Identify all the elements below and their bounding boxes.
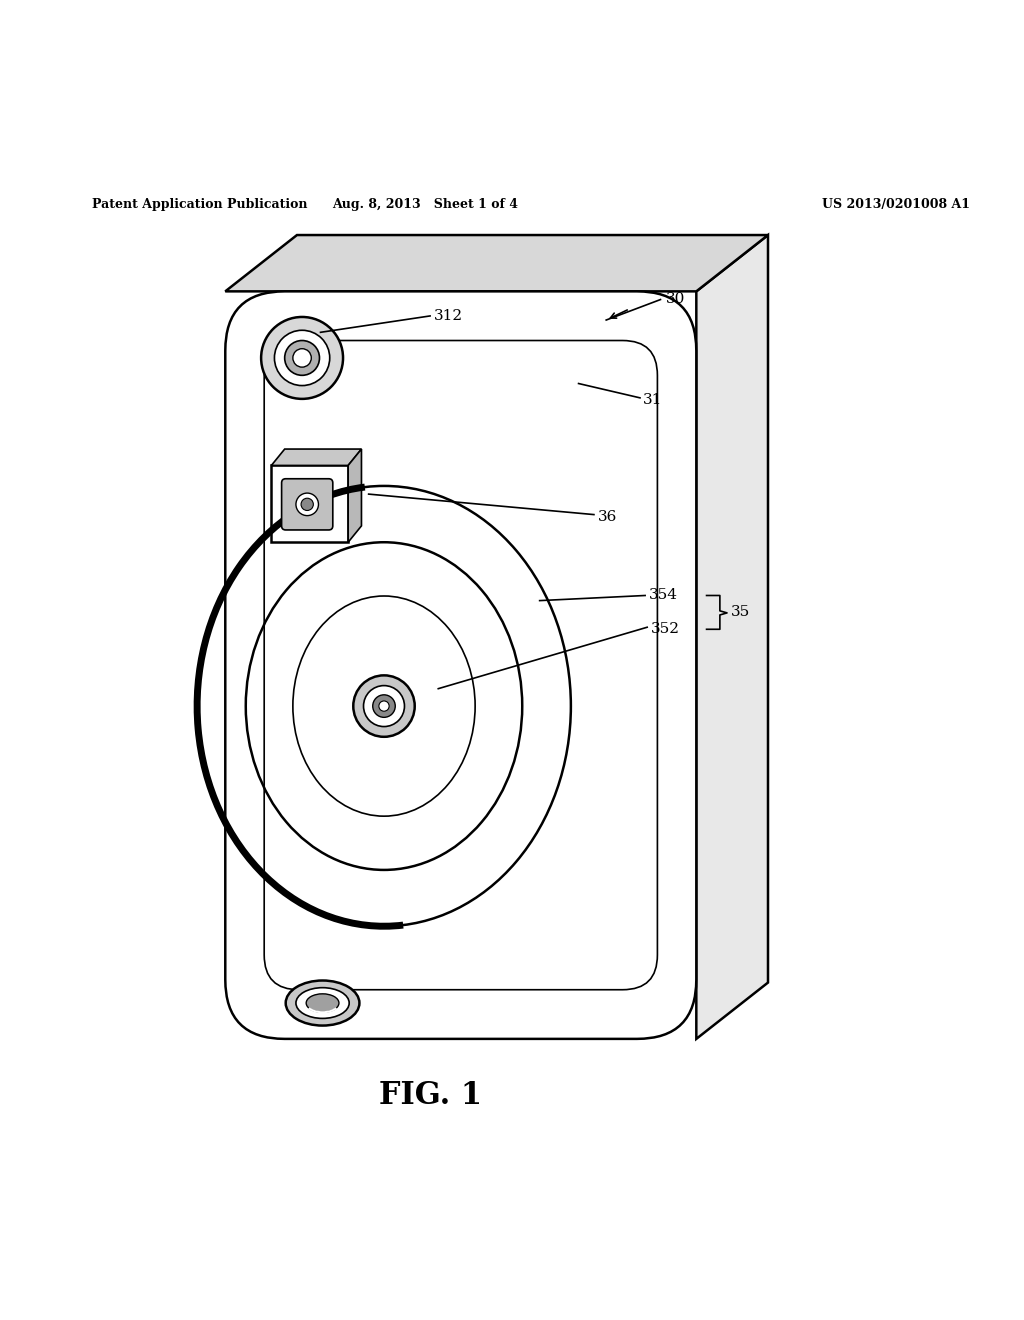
Text: 35: 35 <box>731 605 751 619</box>
Ellipse shape <box>296 987 349 1019</box>
FancyBboxPatch shape <box>225 292 696 1039</box>
Circle shape <box>261 317 343 399</box>
Polygon shape <box>348 449 361 543</box>
Bar <box>271 466 348 543</box>
Text: 31: 31 <box>643 393 663 407</box>
FancyBboxPatch shape <box>264 341 657 990</box>
Circle shape <box>373 694 395 717</box>
Circle shape <box>293 348 311 367</box>
Circle shape <box>274 330 330 385</box>
Text: 30: 30 <box>666 292 685 305</box>
Polygon shape <box>696 235 768 1039</box>
Text: Patent Application Publication: Patent Application Publication <box>92 198 307 211</box>
Ellipse shape <box>306 994 339 1012</box>
Polygon shape <box>225 235 768 292</box>
Circle shape <box>296 494 318 516</box>
Circle shape <box>301 498 313 511</box>
Circle shape <box>285 341 319 375</box>
Circle shape <box>364 685 404 726</box>
Ellipse shape <box>286 981 359 1026</box>
Text: 312: 312 <box>434 309 463 323</box>
Text: 36: 36 <box>598 510 617 524</box>
Circle shape <box>379 701 389 711</box>
Polygon shape <box>271 449 361 466</box>
Text: FIG. 1: FIG. 1 <box>379 1080 481 1110</box>
Circle shape <box>353 676 415 737</box>
Text: US 2013/0201008 A1: US 2013/0201008 A1 <box>822 198 970 211</box>
Text: 352: 352 <box>651 622 680 636</box>
Text: Aug. 8, 2013   Sheet 1 of 4: Aug. 8, 2013 Sheet 1 of 4 <box>332 198 518 211</box>
Text: 354: 354 <box>649 589 678 602</box>
FancyBboxPatch shape <box>282 479 333 529</box>
